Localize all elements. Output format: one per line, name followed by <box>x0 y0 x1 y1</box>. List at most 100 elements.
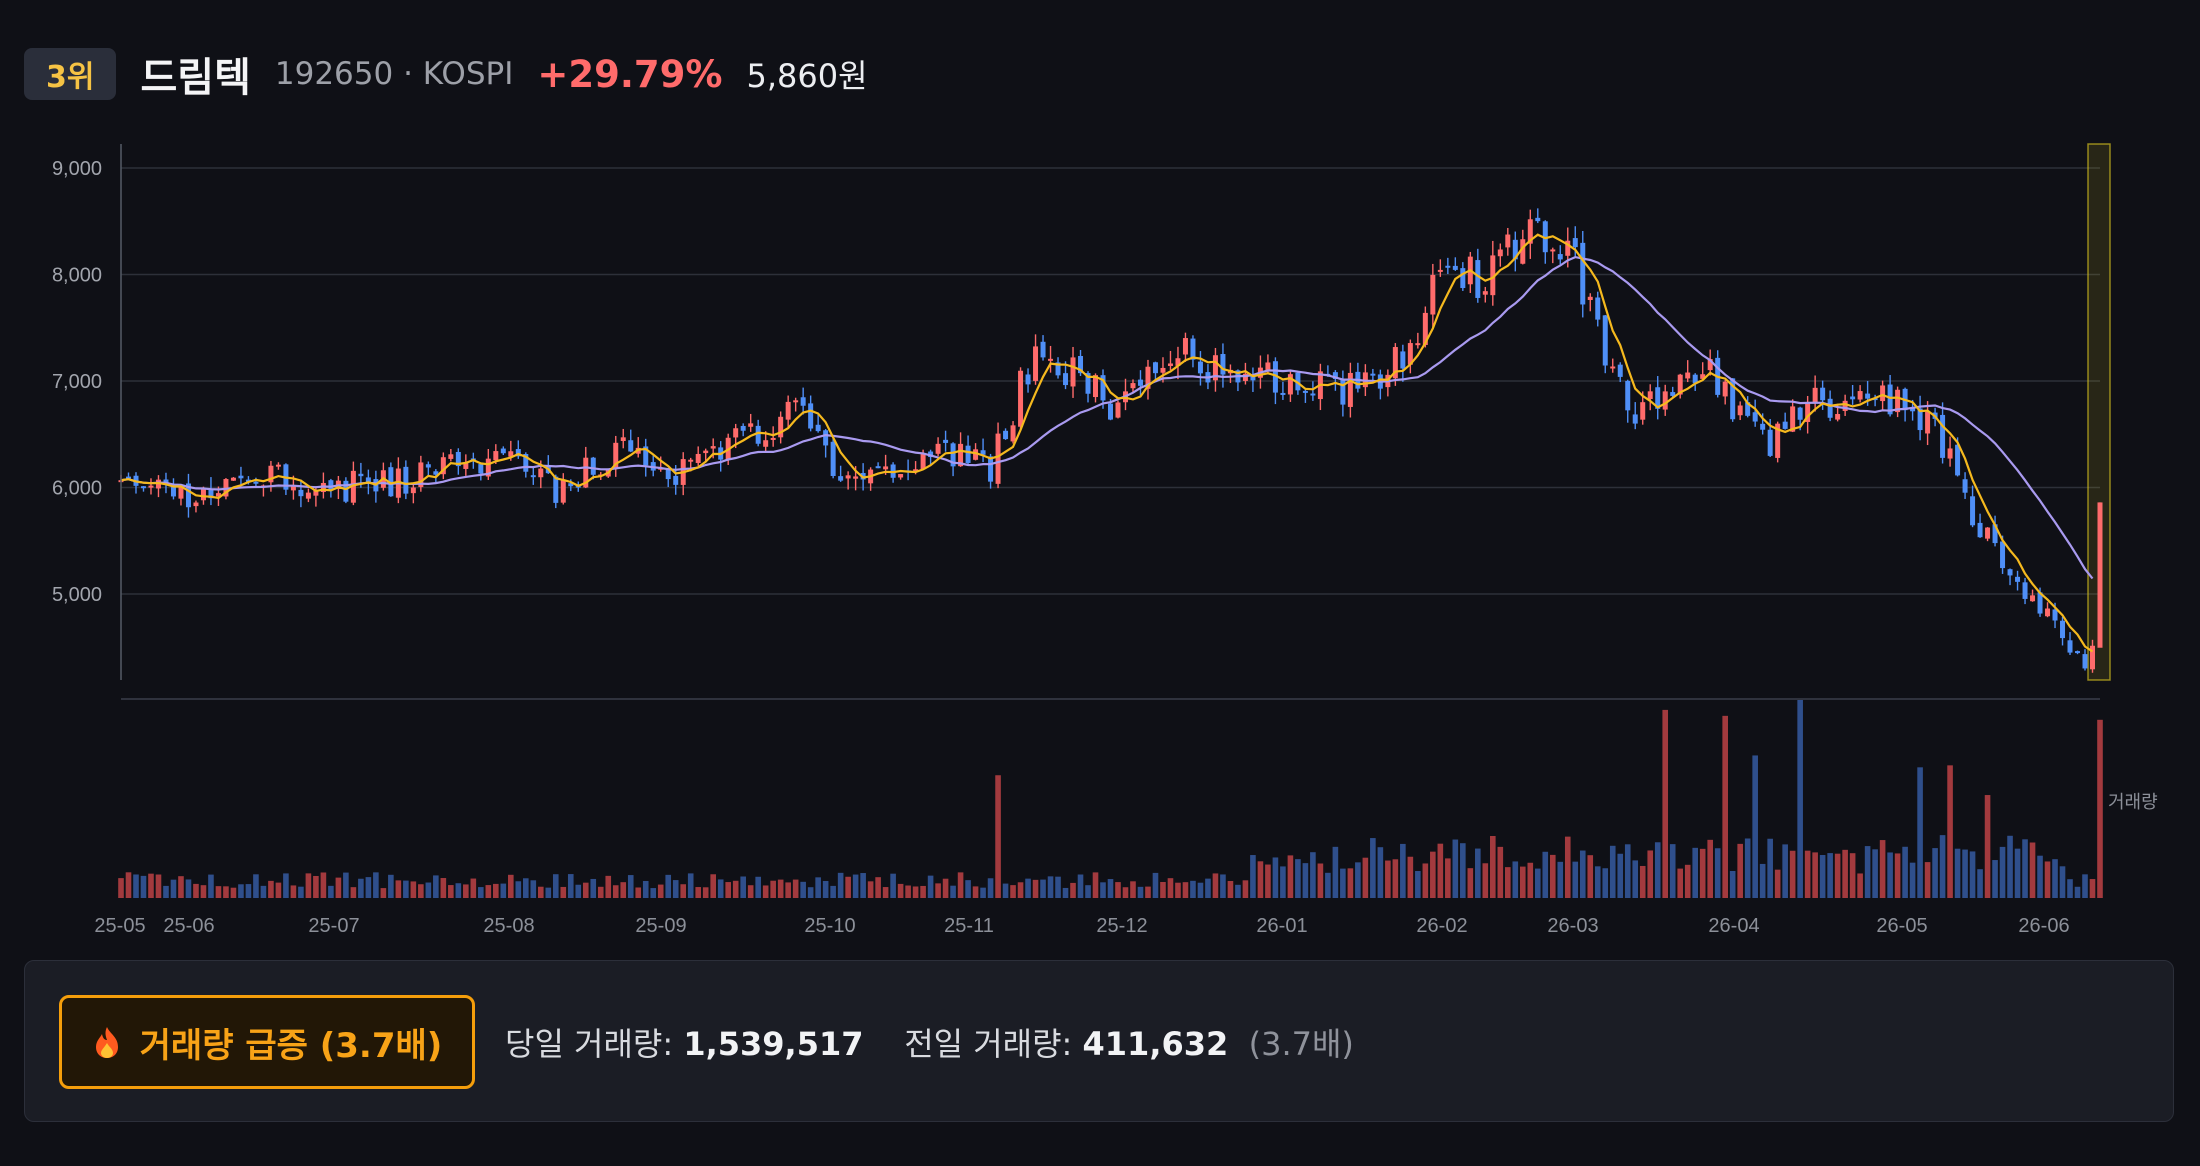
volume-bar <box>485 885 492 898</box>
candle-body <box>620 437 626 441</box>
candle-body <box>1970 496 1976 526</box>
volume-bar <box>118 878 124 898</box>
volume-bar <box>1857 873 1863 898</box>
candle-body <box>298 489 304 497</box>
candle-body <box>275 464 281 467</box>
candle-body <box>1048 358 1054 361</box>
candle-body <box>1490 255 1496 296</box>
volume-bar <box>1804 850 1811 898</box>
volume-bar <box>1040 879 1046 898</box>
candle-body <box>1565 240 1571 256</box>
candle-body <box>1040 341 1046 358</box>
candle-body <box>403 466 409 494</box>
candle-body <box>515 449 521 457</box>
candle-body <box>1250 374 1256 381</box>
volume-bar <box>1032 879 1039 898</box>
candle-body <box>1430 274 1436 315</box>
candle-body <box>830 441 836 476</box>
candle-body <box>1955 444 1961 476</box>
candle-body <box>695 453 701 463</box>
candle-body <box>245 479 251 482</box>
candle-body <box>1137 379 1143 386</box>
volume-bar <box>1467 868 1474 898</box>
volume-bar <box>1092 872 1099 898</box>
candle-body <box>238 475 244 479</box>
volume-bar <box>2007 835 2013 898</box>
candle-body <box>2015 576 2021 582</box>
candle-body <box>208 488 214 499</box>
volume-bar <box>125 872 132 898</box>
candle-body <box>943 439 949 443</box>
candle-body <box>1145 366 1151 389</box>
volume-bar <box>215 886 222 898</box>
volume-bar <box>1602 868 1609 898</box>
volume-bar <box>1107 879 1114 898</box>
candle-body <box>1287 374 1293 395</box>
candle-body <box>590 457 596 475</box>
volume-bar <box>1909 862 1916 898</box>
volume-bar <box>912 886 919 898</box>
volume-bar <box>1572 861 1579 898</box>
candle-body <box>2097 502 2103 648</box>
volume-bar <box>343 872 349 898</box>
volume-bar <box>1422 863 1429 898</box>
volume-bar <box>1902 846 1908 898</box>
stock-name: 드림텍 <box>140 55 251 101</box>
candle-body <box>1115 402 1121 418</box>
current-price: 5,860원 <box>746 57 868 95</box>
volume-bar <box>1070 882 1076 898</box>
volume-bar <box>2052 859 2058 898</box>
candle-body <box>1557 254 1563 260</box>
volume-bar <box>1370 838 1376 898</box>
candle-body <box>748 423 754 427</box>
volume-bar <box>2029 842 2036 898</box>
candle-body <box>1610 366 1616 369</box>
candle-body <box>1835 414 1841 420</box>
candle-body <box>215 493 221 497</box>
candle-body <box>710 446 716 449</box>
volume-bar <box>1152 872 1159 898</box>
candle-body <box>883 466 889 470</box>
volume-bar <box>1872 849 1878 898</box>
volume-bar <box>1452 839 1459 898</box>
volume-bar <box>1962 849 1968 898</box>
volume-bar <box>650 888 657 898</box>
volume-bar <box>1145 886 1151 898</box>
x-tick-label: 25-09 <box>635 915 686 937</box>
volume-bar <box>1774 869 1781 898</box>
ma-short-line <box>120 233 2094 653</box>
candle-body <box>980 450 986 455</box>
volume-bar <box>1497 846 1504 898</box>
volume-bar <box>1385 860 1391 898</box>
candle-body <box>2075 651 2081 654</box>
volume-bar <box>1669 844 1676 898</box>
candle-body <box>1302 390 1308 393</box>
candle-body <box>440 457 446 475</box>
candle-body <box>1655 387 1661 409</box>
volume-bar <box>500 883 507 898</box>
candle-body <box>1108 403 1113 420</box>
candle-body <box>1940 414 1946 458</box>
candle-body <box>1190 338 1196 360</box>
candle-body <box>2037 592 2043 614</box>
volume-bar <box>1632 860 1639 898</box>
candle-body <box>313 489 319 496</box>
volume-bar <box>275 882 282 898</box>
candle-body <box>1745 402 1751 416</box>
volume-bar <box>1557 861 1564 898</box>
volume-bar <box>470 878 477 898</box>
rank-badge: 3위 <box>24 48 117 100</box>
latest-candle-highlight <box>2087 143 2111 681</box>
x-tick-label: 25-11 <box>944 915 994 937</box>
volume-surge-badge[interactable]: 거래량 급증 (3.7배) <box>59 995 475 1089</box>
volume-bar <box>800 881 806 898</box>
volume-bar <box>1527 862 1534 898</box>
candle-body <box>253 481 259 484</box>
candle-body <box>1332 372 1338 380</box>
volume-bar <box>1609 845 1616 898</box>
volume-bar <box>298 886 304 898</box>
volume-bar <box>1355 862 1361 898</box>
volume-bar <box>380 888 387 898</box>
volume-bar <box>1864 846 1871 898</box>
candle-body <box>1003 430 1009 440</box>
